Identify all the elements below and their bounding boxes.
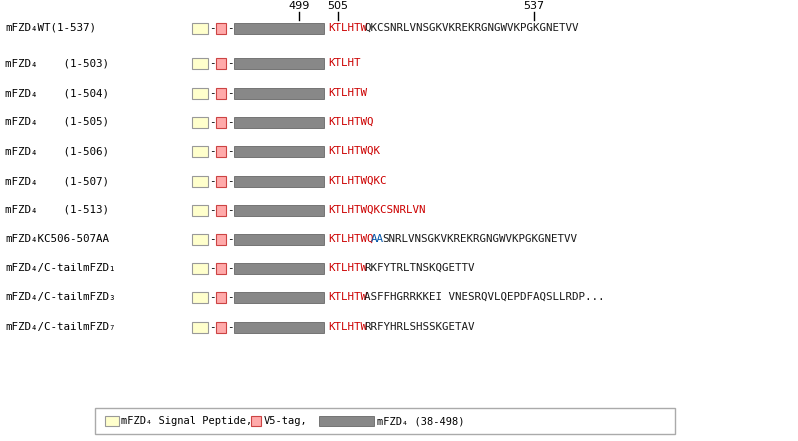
- Text: -: -: [209, 205, 215, 215]
- Bar: [234, 57, 324, 68]
- Text: RKFYTRLTNSKQGETTV: RKFYTRLTNSKQGETTV: [365, 263, 475, 273]
- Text: -: -: [209, 117, 215, 127]
- Bar: [216, 57, 226, 68]
- Text: KTLHTW: KTLHTW: [328, 88, 367, 98]
- Text: -: -: [227, 58, 233, 68]
- Bar: [192, 57, 208, 68]
- Bar: [216, 233, 226, 244]
- Bar: [216, 146, 226, 157]
- Text: -: -: [227, 88, 233, 98]
- Text: mFZD₄/C-tailmFZD₃: mFZD₄/C-tailmFZD₃: [5, 292, 116, 302]
- Bar: [216, 262, 226, 273]
- Bar: [216, 116, 226, 127]
- Text: ASFFHGRRKKEI VNESRQVLQEPDFAQSLLRDP...: ASFFHGRRKKEI VNESRQVLQEPDFAQSLLRDP...: [365, 292, 605, 302]
- Text: KTLHTW: KTLHTW: [328, 263, 367, 273]
- Bar: [216, 176, 226, 187]
- Text: mFZD₄WT(1-537): mFZD₄WT(1-537): [5, 23, 96, 33]
- Text: mFZD₄ Signal Peptide,: mFZD₄ Signal Peptide,: [121, 416, 252, 426]
- Bar: [192, 116, 208, 127]
- Bar: [234, 292, 324, 303]
- Text: 537: 537: [523, 1, 544, 11]
- Text: mFZD₄    (1-503): mFZD₄ (1-503): [5, 58, 109, 68]
- Text: KTLHTWQKC: KTLHTWQKC: [328, 176, 386, 186]
- Text: mFZD₄    (1-513): mFZD₄ (1-513): [5, 205, 109, 215]
- Text: mFZD₄    (1-506): mFZD₄ (1-506): [5, 146, 109, 156]
- Text: KTLHTWQK: KTLHTWQK: [328, 146, 380, 156]
- Text: -: -: [209, 292, 215, 302]
- Text: mFZD₄    (1-507): mFZD₄ (1-507): [5, 176, 109, 186]
- Bar: [234, 262, 324, 273]
- Text: mFZD₄KC506-507AA: mFZD₄KC506-507AA: [5, 234, 109, 244]
- Text: -: -: [209, 58, 215, 68]
- Bar: [216, 321, 226, 333]
- Bar: [95, 408, 675, 434]
- Bar: [192, 233, 208, 244]
- Bar: [192, 262, 208, 273]
- Text: -: -: [209, 234, 215, 244]
- Bar: [234, 205, 324, 216]
- Text: SNRLVNSGKVKREKRGNGWVKPGKGNETVV: SNRLVNSGKVKREKRGNGWVKPGKGNETVV: [382, 234, 578, 244]
- Text: -: -: [209, 88, 215, 98]
- Bar: [216, 87, 226, 98]
- Text: 505: 505: [327, 1, 349, 11]
- Text: -: -: [227, 205, 233, 215]
- Bar: [251, 416, 261, 426]
- Text: KTLHTWQKCSNRLVN: KTLHTWQKCSNRLVN: [328, 205, 425, 215]
- Bar: [192, 176, 208, 187]
- Text: KTLHTW: KTLHTW: [328, 322, 367, 332]
- Text: mFZD₄ (38-498): mFZD₄ (38-498): [377, 416, 464, 426]
- Bar: [234, 146, 324, 157]
- Bar: [234, 22, 324, 34]
- Text: V5-tag,: V5-tag,: [264, 416, 308, 426]
- Text: -: -: [209, 322, 215, 332]
- Bar: [234, 233, 324, 244]
- Text: -: -: [209, 176, 215, 186]
- Text: -: -: [209, 263, 215, 273]
- Bar: [192, 87, 208, 98]
- Text: -: -: [227, 146, 233, 156]
- Bar: [234, 116, 324, 127]
- Bar: [105, 416, 119, 426]
- Text: KTLHTW: KTLHTW: [328, 23, 367, 33]
- Text: -: -: [227, 263, 233, 273]
- Text: 499: 499: [288, 1, 310, 11]
- Text: KTLHTW: KTLHTW: [328, 292, 367, 302]
- Text: KTLHT: KTLHT: [328, 58, 361, 68]
- Text: -: -: [227, 292, 233, 302]
- Text: KTLHTWQ: KTLHTWQ: [328, 234, 373, 244]
- Text: AA: AA: [370, 234, 383, 244]
- Bar: [234, 321, 324, 333]
- Bar: [192, 22, 208, 34]
- Text: -: -: [227, 117, 233, 127]
- Text: mFZD₄    (1-505): mFZD₄ (1-505): [5, 117, 109, 127]
- Bar: [234, 176, 324, 187]
- Bar: [234, 87, 324, 98]
- Bar: [192, 205, 208, 216]
- Bar: [216, 205, 226, 216]
- Text: QKCSNRLVNSGKVKREKRGNGWVKPGKGNETVV: QKCSNRLVNSGKVKREKRGNGWVKPGKGNETVV: [365, 23, 579, 33]
- Bar: [192, 292, 208, 303]
- Bar: [216, 292, 226, 303]
- Text: KTLHTWQ: KTLHTWQ: [328, 117, 373, 127]
- Text: mFZD₄    (1-504): mFZD₄ (1-504): [5, 88, 109, 98]
- Text: -: -: [227, 322, 233, 332]
- Text: -: -: [227, 176, 233, 186]
- Text: mFZD₄/C-tailmFZD₁: mFZD₄/C-tailmFZD₁: [5, 263, 116, 273]
- Bar: [192, 321, 208, 333]
- Bar: [319, 416, 374, 426]
- Text: -: -: [227, 23, 233, 33]
- Text: -: -: [209, 146, 215, 156]
- Text: mFZD₄/C-tailmFZD₇: mFZD₄/C-tailmFZD₇: [5, 322, 116, 332]
- Bar: [192, 146, 208, 157]
- Text: RRFYHRLSHSSKGETAV: RRFYHRLSHSSKGETAV: [365, 322, 475, 332]
- Bar: [216, 22, 226, 34]
- Text: -: -: [209, 23, 215, 33]
- Text: -: -: [227, 234, 233, 244]
